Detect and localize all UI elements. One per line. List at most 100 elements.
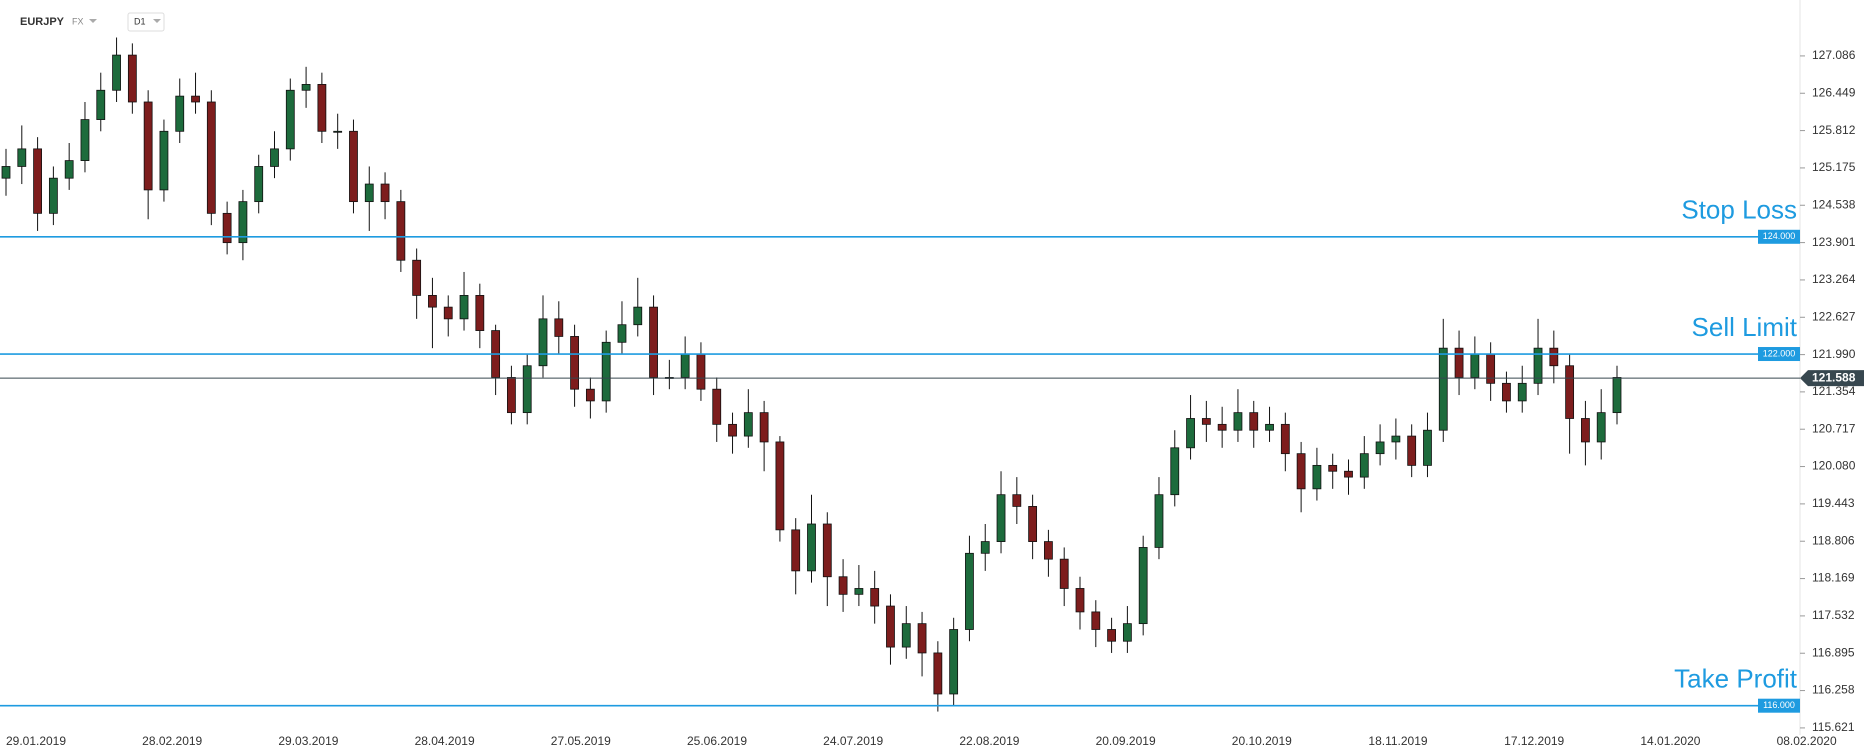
candle-body	[854, 588, 864, 595]
candle-body	[822, 523, 832, 578]
order-price-box	[1758, 229, 1800, 244]
y-tick-label: 119.443	[1812, 496, 1855, 510]
candle-body	[680, 353, 690, 378]
y-tick-label: 118.806	[1812, 533, 1855, 547]
candle-body	[143, 101, 153, 191]
candle-body	[1122, 623, 1132, 642]
candle-body	[1470, 353, 1480, 378]
candle-body	[127, 54, 137, 103]
candle-body	[254, 166, 264, 203]
y-tick-label: 125.175	[1812, 160, 1856, 174]
x-tick-label: 20.10.2019	[1232, 734, 1292, 748]
candle-body	[270, 148, 279, 167]
candle-body	[301, 84, 311, 91]
candle-body	[1359, 453, 1369, 478]
y-tick-label: 116.258	[1812, 683, 1855, 697]
y-tick-label: 120.080	[1812, 459, 1856, 473]
candle-body	[285, 89, 295, 150]
current-price-badge	[1800, 370, 1864, 387]
x-tick-label: 08.02.2020	[1777, 734, 1837, 748]
candle-body	[522, 365, 532, 414]
candle-body	[538, 318, 548, 367]
candle-body	[728, 423, 737, 437]
candle-body	[507, 377, 516, 414]
candle-body	[649, 306, 658, 378]
x-tick-label: 22.08.2019	[959, 734, 1019, 748]
candle-body	[1249, 412, 1259, 431]
y-tick-label: 123.264	[1812, 272, 1856, 286]
candle-body	[1375, 441, 1385, 455]
candle-body	[1312, 464, 1322, 490]
candle-body	[633, 306, 643, 326]
candle-body	[238, 201, 248, 244]
x-tick-label: 14.01.2020	[1640, 734, 1700, 748]
candle-body	[191, 95, 200, 103]
candle-body	[1012, 494, 1022, 507]
current-price-label: 121.588	[1812, 370, 1856, 384]
candle-body	[1186, 418, 1195, 449]
order-name: Stop Loss	[1681, 195, 1797, 225]
candle-body	[1565, 365, 1575, 419]
candle-body	[380, 183, 390, 203]
candle-body	[159, 130, 169, 191]
order-name: Take Profit	[1674, 664, 1798, 694]
candle-body	[949, 629, 959, 695]
candle-body	[206, 101, 216, 214]
candle-body	[1028, 506, 1038, 542]
order-name: Sell Limit	[1692, 312, 1798, 342]
candle-body	[775, 441, 785, 531]
y-tick-label: 116.895	[1812, 645, 1855, 659]
candle-body	[1280, 423, 1290, 455]
x-tick-label: 28.04.2019	[415, 734, 475, 748]
candle-body	[1075, 588, 1085, 613]
candle-body	[617, 324, 627, 343]
dropdown-arrow	[153, 19, 161, 23]
candle-body	[1328, 464, 1338, 472]
y-tick-label: 123.901	[1812, 235, 1856, 249]
candle-body	[443, 306, 453, 320]
x-tick-label: 24.07.2019	[823, 734, 883, 748]
dropdown-arrow[interactable]	[89, 19, 97, 23]
order-price-label: 122.000	[1763, 348, 1796, 358]
x-tick-label: 20.09.2019	[1096, 734, 1156, 748]
candle-body	[696, 353, 706, 390]
candle-body	[1091, 611, 1101, 630]
candle-body	[570, 336, 579, 390]
timeframe: D1	[134, 16, 146, 26]
candle-body	[175, 95, 185, 132]
candle-body	[996, 494, 1006, 542]
candle-body	[1233, 412, 1243, 431]
candle-body	[1138, 547, 1148, 625]
x-tick-label: 18.11.2019	[1368, 734, 1427, 748]
candle-body	[1423, 429, 1432, 466]
y-tick-label: 124.538	[1812, 197, 1856, 211]
x-tick-label: 17.12.2019	[1504, 734, 1564, 748]
candle-body	[112, 54, 121, 91]
y-tick-label: 121.990	[1812, 347, 1856, 361]
candle-body	[412, 259, 422, 296]
candle-body	[1581, 418, 1590, 443]
candle-body	[33, 148, 42, 214]
candle-body	[807, 523, 816, 572]
candle-body	[1596, 412, 1606, 443]
candle-body	[1344, 470, 1353, 478]
candle-body	[17, 148, 27, 167]
order-price-label: 124.000	[1763, 231, 1796, 241]
candle-body	[1044, 541, 1053, 560]
timeframe-button[interactable]	[127, 12, 165, 32]
symbol: EURJPY	[20, 16, 65, 28]
y-tick-label: 118.169	[1812, 571, 1855, 585]
candle-body	[64, 160, 74, 179]
candle-body	[1407, 435, 1417, 466]
x-tick-label: 29.01.2019	[6, 734, 66, 748]
candle-body	[933, 652, 943, 695]
candle-body	[1454, 347, 1464, 378]
candle-body	[1154, 494, 1164, 548]
y-tick-label: 121.354	[1812, 384, 1856, 398]
candle-body	[601, 341, 611, 402]
y-tick-label: 127.086	[1812, 48, 1856, 62]
candle-body	[1217, 423, 1227, 431]
candle-body	[1201, 418, 1211, 425]
y-tick-label: 120.717	[1812, 421, 1856, 435]
candle-body	[554, 318, 564, 337]
